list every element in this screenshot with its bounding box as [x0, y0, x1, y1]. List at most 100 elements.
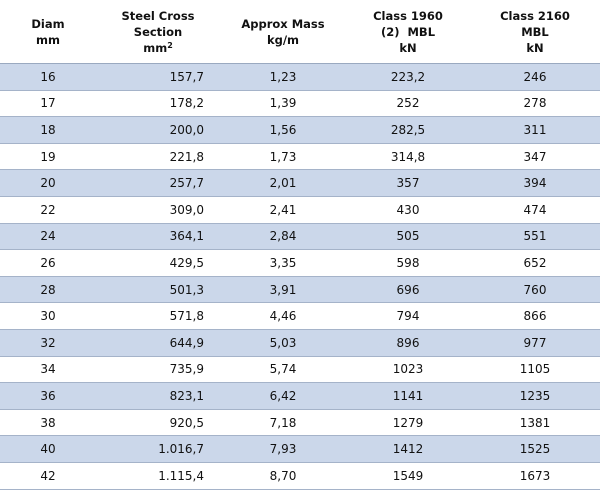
header-c2160-line1: Class 2160	[500, 8, 570, 23]
cell-mass: 7,93	[220, 435, 346, 463]
cell-class-1960-mbl: 430	[346, 196, 470, 224]
header-steel-line1: Steel Cross	[121, 8, 195, 23]
cell-class-1960-mbl: 1549	[346, 462, 470, 490]
cell-mass: 2,41	[220, 196, 346, 224]
cell-steel-section: 200,0	[96, 116, 220, 144]
cell-class-1960-mbl: 314,8	[346, 143, 470, 171]
table-row: 32 644,9 5,03 896 977	[0, 329, 600, 357]
cell-class-2160-mbl: 1381	[470, 409, 600, 437]
cell-mass: 8,70	[220, 462, 346, 490]
cell-class-2160-mbl: 551	[470, 223, 600, 251]
cell-steel-section: 735,9	[96, 356, 220, 384]
table-row: 20 257,7 2,01 357 394	[0, 169, 600, 197]
cell-diam: 32	[0, 329, 96, 357]
cell-steel-section: 1.115,4	[96, 462, 220, 490]
cell-class-1960-mbl: 282,5	[346, 116, 470, 144]
cell-mass: 5,03	[220, 329, 346, 357]
cell-steel-section: 501,3	[96, 276, 220, 304]
table-row: 24 364,1 2,84 505 551	[0, 223, 600, 251]
header-class-1960: Class 1960 (2) MBL kN	[346, 0, 470, 64]
cell-steel-section: 571,8	[96, 302, 220, 330]
cell-class-2160-mbl: 246	[470, 63, 600, 91]
cell-diam: 18	[0, 116, 96, 144]
cell-steel-section: 364,1	[96, 223, 220, 251]
cell-mass: 4,46	[220, 302, 346, 330]
cell-class-2160-mbl: 311	[470, 116, 600, 144]
cell-class-2160-mbl: 1235	[470, 382, 600, 410]
cell-mass: 1,73	[220, 143, 346, 171]
cell-class-1960-mbl: 794	[346, 302, 470, 330]
cell-diam: 42	[0, 462, 96, 490]
cell-mass: 2,01	[220, 169, 346, 197]
cell-steel-section: 823,1	[96, 382, 220, 410]
table-row: 16 157,7 1,23 223,2 246	[0, 63, 600, 91]
cell-class-1960-mbl: 1412	[346, 435, 470, 463]
cell-diam: 24	[0, 223, 96, 251]
cell-class-2160-mbl: 866	[470, 302, 600, 330]
header-approx-mass: Approx Mass kg/m	[220, 0, 346, 64]
cell-diam: 22	[0, 196, 96, 224]
cell-class-1960-mbl: 598	[346, 249, 470, 277]
cell-diam: 36	[0, 382, 96, 410]
cell-steel-section: 257,7	[96, 169, 220, 197]
cell-diam: 17	[0, 90, 96, 118]
cell-steel-section: 178,2	[96, 90, 220, 118]
cell-steel-section: 1.016,7	[96, 435, 220, 463]
table-row: 19 221,8 1,73 314,8 347	[0, 143, 600, 171]
cell-class-2160-mbl: 1525	[470, 435, 600, 463]
cell-class-1960-mbl: 1141	[346, 382, 470, 410]
cell-mass: 5,74	[220, 356, 346, 384]
header-c1960-line1: Class 1960	[373, 8, 443, 23]
cell-steel-section: 221,8	[96, 143, 220, 171]
header-class-2160: Class 2160 MBL kN	[470, 0, 600, 64]
header-steel-line2: Section	[133, 24, 183, 39]
header-steel-unit: mm	[143, 40, 168, 55]
cell-class-1960-mbl: 357	[346, 169, 470, 197]
header-mass-line2: kg/m	[266, 32, 300, 47]
cell-steel-section: 429,5	[96, 249, 220, 277]
table-row: 40 1.016,7 7,93 1412 1525	[0, 435, 600, 463]
table-row: 18 200,0 1,56 282,5 311	[0, 116, 600, 144]
cell-class-2160-mbl: 760	[470, 276, 600, 304]
cell-class-1960-mbl: 1023	[346, 356, 470, 384]
header-c2160-line3: kN	[526, 40, 544, 55]
cell-mass: 1,23	[220, 63, 346, 91]
cell-diam: 40	[0, 435, 96, 463]
table-row: 17 178,2 1,39 252 278	[0, 90, 600, 118]
cell-diam: 34	[0, 356, 96, 384]
cell-mass: 3,35	[220, 249, 346, 277]
cell-class-1960-mbl: 896	[346, 329, 470, 357]
cell-class-2160-mbl: 347	[470, 143, 600, 171]
header-mass-line1: Approx Mass	[241, 16, 325, 31]
header-c2160-line2: MBL	[521, 24, 549, 39]
cell-steel-section: 309,0	[96, 196, 220, 224]
table-row: 30 571,8 4,46 794 866	[0, 302, 600, 330]
cell-class-1960-mbl: 505	[346, 223, 470, 251]
table-body: 16 157,7 1,23 223,2 246 17 178,2 1,39 25…	[0, 63, 600, 490]
header-steel-line3: mm2	[96, 40, 220, 56]
table-row: 28 501,3 3,91 696 760	[0, 276, 600, 304]
cell-class-2160-mbl: 1105	[470, 356, 600, 384]
cell-mass: 6,42	[220, 382, 346, 410]
cell-steel-section: 644,9	[96, 329, 220, 357]
cell-steel-section: 920,5	[96, 409, 220, 437]
cell-mass: 2,84	[220, 223, 346, 251]
cell-diam: 38	[0, 409, 96, 437]
table-row: 42 1.115,4 8,70 1549 1673	[0, 462, 600, 490]
cell-class-1960-mbl: 1279	[346, 409, 470, 437]
cell-class-2160-mbl: 977	[470, 329, 600, 357]
cell-steel-section: 157,7	[96, 63, 220, 91]
cell-diam: 20	[0, 169, 96, 197]
cell-class-2160-mbl: 278	[470, 90, 600, 118]
table-header: Diam mm Steel Cross Section mm2 Approx M…	[0, 0, 600, 64]
cell-diam: 28	[0, 276, 96, 304]
table-row: 36 823,1 6,42 1141 1235	[0, 382, 600, 410]
header-c1960-line3: kN	[399, 40, 417, 55]
cell-diam: 26	[0, 249, 96, 277]
cell-diam: 19	[0, 143, 96, 171]
cell-diam: 30	[0, 302, 96, 330]
cell-mass: 1,39	[220, 90, 346, 118]
table-row: 38 920,5 7,18 1279 1381	[0, 409, 600, 437]
cell-class-2160-mbl: 1673	[470, 462, 600, 490]
